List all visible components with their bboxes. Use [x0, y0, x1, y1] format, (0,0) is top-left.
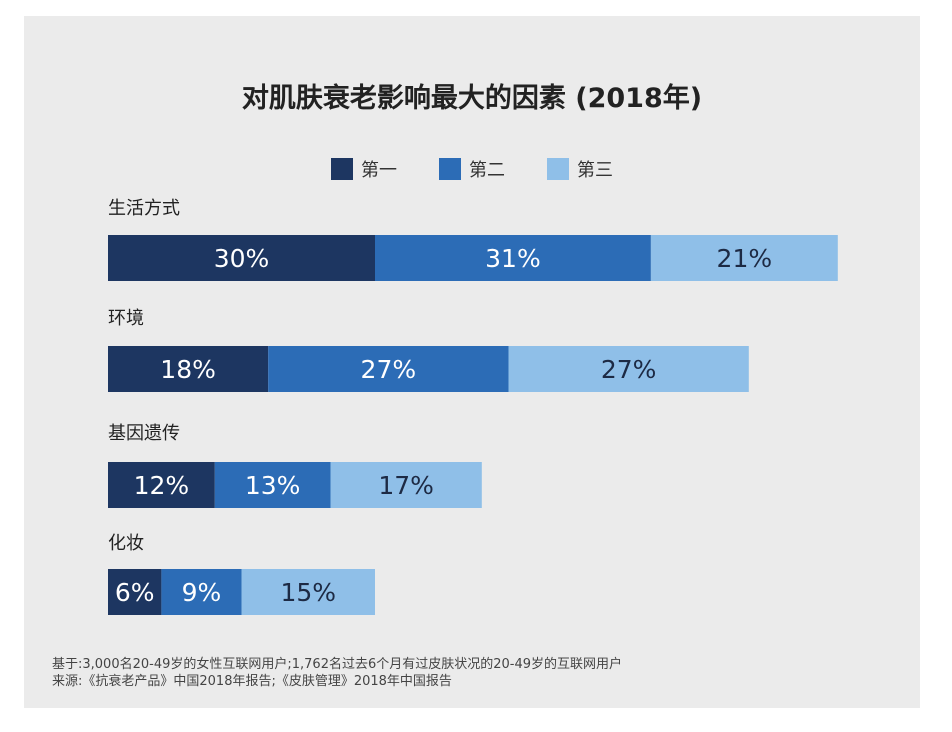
bar-label-third-3: 15% [280, 578, 336, 607]
bar-label-second-0: 31% [485, 244, 541, 273]
category-label-0: 生活方式 [108, 198, 180, 219]
bar-first-3 [108, 569, 162, 615]
legend-swatch-second [439, 158, 461, 180]
legend-swatch-first [331, 158, 353, 180]
bar-third-1 [508, 346, 749, 392]
bar-first-0 [108, 235, 375, 281]
category-label-1: 环境 [108, 308, 144, 329]
legend-swatch-third [547, 158, 569, 180]
bar-third-0 [650, 235, 838, 281]
stacked-bar-chart: 生活方式 30% 31% 21% 环境 18% 27% 27% 基因遗传 12% 13% 17% 化妆 6… [108, 198, 838, 615]
bar-first-2 [108, 462, 215, 508]
legend-item-third: 第三 [547, 156, 613, 182]
legend-label-third: 第三 [577, 160, 613, 181]
bar-first-1 [108, 346, 269, 392]
bar-label-second-1: 27% [361, 355, 417, 384]
bar-label-first-3: 6% [115, 578, 155, 607]
bar-second-3 [161, 569, 242, 615]
bar-label-first-0: 30% [214, 244, 270, 273]
legend-item-first: 第一 [331, 156, 397, 182]
footnote-base: 基于:3,000名20-49岁的女性互联网用户;1,762名过去6个月有过皮肤状… [52, 657, 623, 672]
bar-label-third-0: 21% [717, 244, 773, 273]
legend-label-second: 第二 [469, 160, 505, 181]
category-label-2: 基因遗传 [108, 423, 180, 444]
bar-second-1 [268, 346, 509, 392]
legend-item-second: 第二 [439, 156, 505, 182]
footnote: 基于:3,000名20-49岁的女性互联网用户;1,762名过去6个月有过皮肤状… [52, 656, 622, 690]
footnote-source: 来源:《抗衰老产品》中国2018年报告;《皮肤管理》2018年中国报告 [52, 674, 452, 689]
category-label-3: 化妆 [108, 533, 144, 554]
bar-label-third-1: 27% [601, 355, 657, 384]
bar-third-2 [330, 462, 482, 508]
bar-second-0 [375, 235, 651, 281]
bar-label-first-2: 12% [134, 471, 190, 500]
chart-card: 对肌肤衰老影响最大的因素 (2018年) 第一 第二 第三 生活方式 30% 31%… [24, 16, 920, 708]
bar-second-2 [214, 462, 331, 508]
bar-label-first-1: 18% [160, 355, 216, 384]
bar-label-third-2: 17% [378, 471, 434, 500]
legend: 第一 第二 第三 [24, 156, 920, 182]
bar-label-second-2: 13% [245, 471, 301, 500]
chart-title: 对肌肤衰老影响最大的因素 (2018年) [241, 83, 703, 114]
bar-third-3 [241, 569, 375, 615]
legend-label-first: 第一 [361, 160, 397, 181]
bar-label-second-3: 9% [182, 578, 222, 607]
